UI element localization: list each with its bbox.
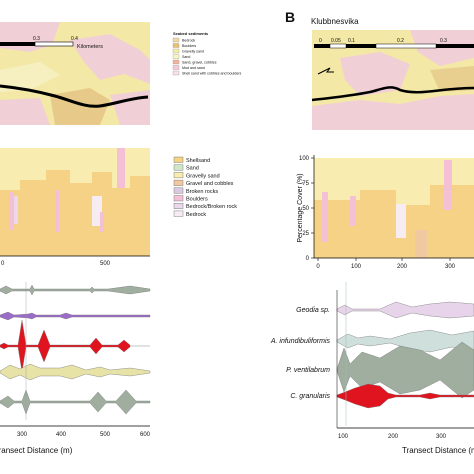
kite-purple [0, 311, 151, 321]
legend-swatch [172, 48, 180, 54]
legend-swatch [172, 70, 180, 76]
y-tick-label: 50 [302, 206, 309, 212]
x-tick-label: 200 [388, 434, 399, 440]
legend-label: Bedrock [182, 39, 195, 43]
x-tick-label: 0 [316, 264, 320, 270]
gravelly-sand-area [0, 148, 150, 190]
legend-label: Bedrock [186, 212, 206, 218]
legend-title: Seabed sediments [173, 31, 209, 36]
boulders-band [9, 192, 14, 230]
legend-label: Sand, gravel, cobbles [182, 61, 217, 65]
y-tick-label: 25 [302, 231, 309, 237]
x-tick-label: 300 [17, 432, 28, 438]
x-axis-label: Transect Distance (m) [402, 446, 474, 455]
legend-swatch [173, 195, 184, 202]
panel-letter: B [285, 9, 295, 25]
kite-geodia [336, 301, 474, 319]
y-tick-label: 0 [306, 256, 310, 262]
gravelly-sand-area [314, 158, 474, 205]
x-tick-label: 300 [436, 434, 447, 440]
legend-label: Shellsand [186, 158, 210, 164]
legend-swatch [172, 59, 180, 65]
gravel-band [415, 230, 427, 258]
legend-swatch [173, 164, 184, 171]
bedrock-band [396, 204, 406, 238]
north-arrow-icon [317, 67, 334, 75]
legend-swatch [173, 202, 184, 209]
legend-label: Sand [186, 166, 199, 172]
x-tick-label: 400 [56, 432, 67, 438]
legend-swatch [173, 172, 184, 179]
panel-b-map: B Klubbnesvika 0 0.05 0.1 0.2 0.3 [285, 9, 474, 130]
legend-label: Sand [182, 55, 190, 59]
kite-craniella [0, 319, 131, 373]
legend-swatch [172, 43, 180, 48]
legend-label: Boulders [186, 197, 208, 203]
x-tick-label: 100 [351, 264, 362, 270]
legend-swatch [172, 54, 180, 59]
site-title: Klubbnesvika [311, 17, 359, 26]
legend-swatch [173, 156, 184, 163]
panel-a-kite-diagram: 300 400 500 600 Transect Distance (m) [0, 282, 151, 455]
boulders-band [56, 190, 59, 232]
legend-swatch [172, 65, 180, 70]
x-axis-label: Transect Distance (m) [0, 446, 73, 455]
legend-label: Gravel and cobbles [186, 181, 234, 187]
x-tick-label: 200 [397, 264, 408, 270]
panel-a-scale-unit: Kilometers [77, 44, 103, 50]
panel-a-cover-chart: 0 500 [0, 148, 150, 267]
kite-phakellia [336, 341, 474, 399]
panel-a-scale-tick: 0.4 [71, 36, 78, 42]
x-tick-label: 500 [100, 261, 111, 267]
y-tick-label: 100 [299, 156, 310, 162]
panel-b-scale-tick: 0.2 [397, 38, 404, 44]
panel-a-map: 0.3 0.4 Kilometers [0, 22, 150, 125]
panel-b-cover-chart: 0 25 50 75 100 0 100 200 300 Percentage Cover (%… [297, 155, 474, 270]
legend-swatch [173, 187, 184, 194]
x-tick-label: 0 [1, 261, 5, 267]
y-tick-label: 75 [302, 181, 309, 187]
panel-a-scale-tick: 0.3 [33, 36, 40, 42]
boulders-band [117, 148, 125, 188]
species-label: A. infundibuliformis [270, 338, 331, 345]
legend-swatch [173, 210, 184, 217]
boulders-band [350, 196, 356, 226]
kite-geodia [0, 284, 151, 296]
species-label: Geodia sp. [296, 307, 330, 314]
kite-grey [0, 389, 151, 415]
legend-swatch [172, 37, 180, 43]
legend-label: Gravelly sand [182, 50, 204, 54]
legend-label: Gravelly sand [186, 173, 220, 179]
bedrock-band [92, 196, 102, 226]
bedrock-band [14, 196, 18, 224]
kite-yellow [0, 363, 151, 381]
x-tick-label: 100 [338, 434, 349, 440]
legend-label: Mud and sand [182, 66, 205, 70]
y-axis-label: Percentage Cover (%) [297, 173, 304, 242]
x-tick-label: 500 [100, 432, 111, 438]
panel-b-kite-diagram: Geodia sp. A. infundibuliformis P. venti… [270, 282, 474, 455]
species-label: P. ventilabrum [286, 367, 330, 374]
legend-label: Shell sand with cobbles and boulders [182, 72, 242, 76]
panel-b-scale-tick: 0.3 [440, 38, 447, 44]
legend-swatch [173, 179, 184, 186]
panel-b-scale-tick: 0.05 [331, 38, 341, 44]
boulders-band [444, 160, 452, 210]
species-label: C. granularis [290, 393, 330, 400]
boulders-band [100, 212, 104, 232]
boulders-band [322, 192, 328, 242]
kite-axinella [336, 329, 474, 353]
legend-label: Broken rocks [186, 189, 218, 195]
legend-label: Bedrock/Broken rock [186, 204, 237, 210]
legend-label: Boulders [182, 44, 196, 48]
x-tick-label: 300 [445, 264, 456, 270]
kite-craniella [336, 383, 474, 409]
x-tick-label: 600 [140, 432, 151, 438]
panel-b-scale-tick: 0.1 [348, 38, 355, 44]
panel-b-scale-tick: 0 [319, 38, 322, 44]
